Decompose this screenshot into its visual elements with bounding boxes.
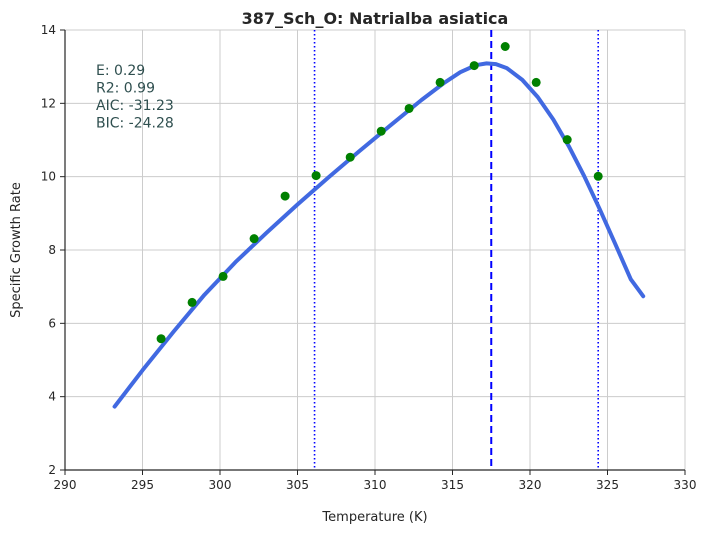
data-point bbox=[593, 171, 603, 181]
x-tick-label: 315 bbox=[441, 478, 464, 492]
grid bbox=[64, 29, 686, 471]
data-point bbox=[280, 191, 290, 201]
x-tick-label: 310 bbox=[364, 478, 387, 492]
x-tick-label: 300 bbox=[209, 478, 232, 492]
y-tick-label: 14 bbox=[41, 23, 56, 37]
data-point bbox=[562, 135, 572, 145]
stat-line: AIC: -31.23 bbox=[96, 98, 174, 114]
data-point bbox=[376, 126, 386, 136]
data-point bbox=[404, 103, 414, 113]
tick-labels: 290 295 300 305 310 315 320 325 330 2 4 6 8 10 12 14 bbox=[41, 23, 697, 492]
y-tick-label: 6 bbox=[48, 316, 56, 330]
data-point bbox=[311, 171, 321, 181]
x-tick-label: 295 bbox=[131, 478, 154, 492]
data-point bbox=[187, 297, 197, 307]
fit-curve-layer bbox=[112, 61, 646, 409]
data-point bbox=[531, 77, 541, 87]
x-axis-label: Temperature (K) bbox=[321, 510, 427, 525]
stat-line: BIC: -24.28 bbox=[96, 116, 174, 132]
x-tick-label: 330 bbox=[674, 478, 697, 492]
reference-lines bbox=[313, 30, 600, 470]
x-tick-label: 305 bbox=[286, 478, 309, 492]
y-tick-label: 4 bbox=[48, 390, 56, 404]
data-point bbox=[469, 61, 479, 71]
data-point bbox=[500, 42, 510, 51]
data-point bbox=[249, 234, 259, 244]
chart-title: 387_Sch_O: Natrialba asiatica bbox=[242, 9, 509, 28]
y-tick-label: 10 bbox=[41, 170, 56, 184]
stat-line: E: 0.29 bbox=[96, 63, 145, 79]
data-point bbox=[435, 77, 445, 87]
data-point bbox=[156, 334, 166, 344]
y-tick-label: 2 bbox=[48, 463, 56, 477]
x-tick-label: 325 bbox=[596, 478, 619, 492]
y-tick-label: 12 bbox=[41, 96, 56, 110]
y-tick-label: 8 bbox=[48, 243, 56, 257]
data-point bbox=[345, 152, 355, 162]
data-point bbox=[218, 271, 228, 281]
stat-line: R2: 0.99 bbox=[96, 81, 155, 97]
data-points bbox=[156, 42, 603, 344]
x-tick-label: 290 bbox=[54, 478, 77, 492]
fit-curve bbox=[112, 61, 646, 409]
x-tick-label: 320 bbox=[519, 478, 542, 492]
y-axis-label: Specific Growth Rate bbox=[9, 182, 24, 318]
